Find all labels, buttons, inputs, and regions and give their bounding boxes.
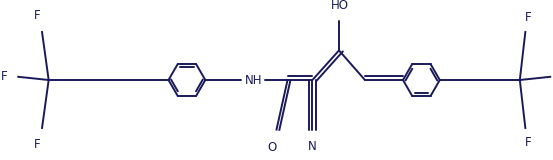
Text: F: F [525, 11, 532, 24]
Text: O: O [268, 141, 276, 154]
Text: F: F [1, 70, 7, 83]
Text: F: F [525, 136, 532, 149]
Text: F: F [34, 9, 41, 22]
Text: NH: NH [244, 73, 262, 87]
Text: F: F [34, 138, 41, 151]
Text: N: N [308, 140, 317, 153]
Text: HO: HO [331, 0, 349, 12]
